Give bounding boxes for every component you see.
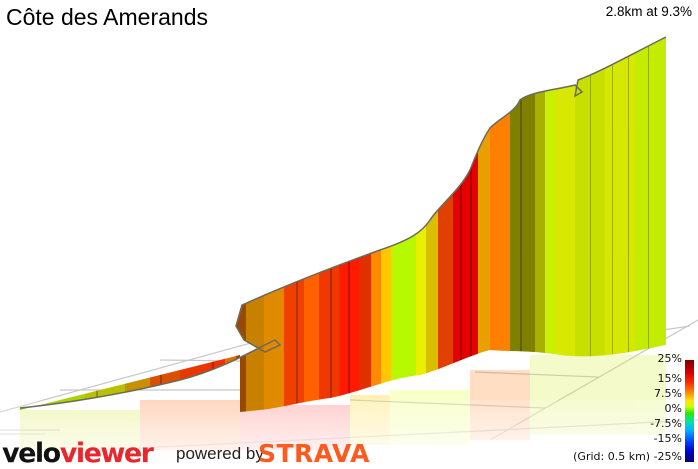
legend-label: -7.5% xyxy=(650,417,682,430)
legend-label: 7.5% xyxy=(654,387,682,400)
powered-by-text: powered by xyxy=(176,444,264,463)
legend-label: (Grid: 0.5 km) -25% xyxy=(573,450,682,463)
legend-label: 15% xyxy=(657,372,682,385)
veloviewer-logo[interactable]: veloviewer xyxy=(2,438,154,469)
gradient-color-scale xyxy=(685,360,694,462)
page-title: Côte des Amerands xyxy=(6,4,209,30)
strava-logo[interactable]: STRAVA xyxy=(258,439,370,468)
logo-viewer-text: viewer xyxy=(59,438,154,469)
climb-summary: 2.8km at 9.3% xyxy=(605,4,692,19)
logo-velo-text: velo xyxy=(2,438,61,469)
legend-label: -15% xyxy=(653,432,682,445)
legend-label: 0% xyxy=(664,402,682,415)
legend-label: 25% xyxy=(657,352,682,365)
profile-top-edge xyxy=(19,36,667,409)
